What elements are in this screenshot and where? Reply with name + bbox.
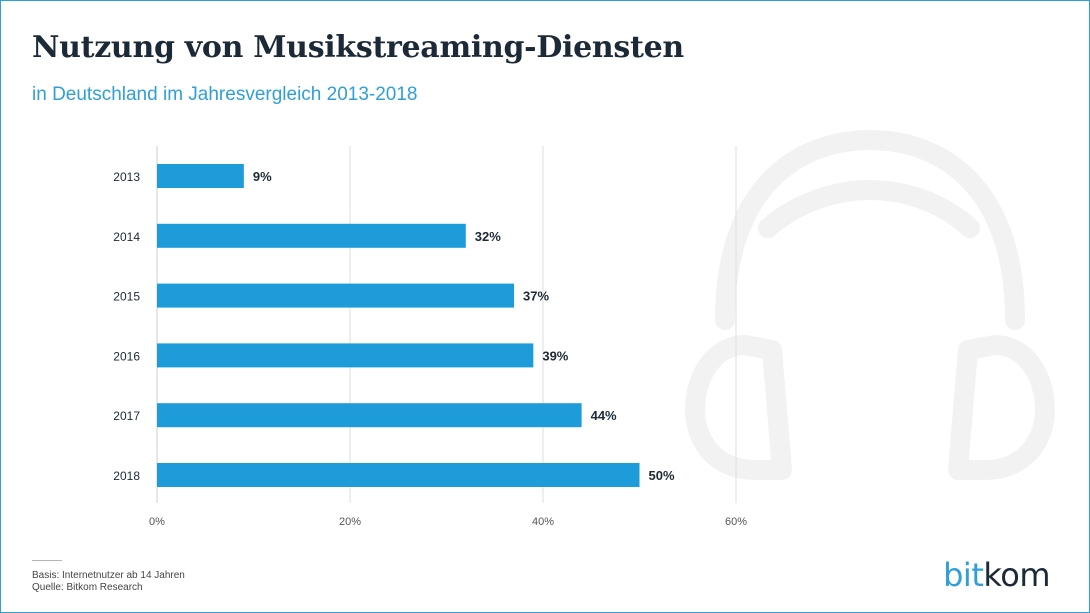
x-tick-label: 60% xyxy=(725,516,747,528)
value-label: 9% xyxy=(253,169,272,184)
bar xyxy=(157,223,466,248)
x-tick-label: 40% xyxy=(532,516,554,528)
bar xyxy=(157,343,534,368)
value-label: 50% xyxy=(649,468,675,483)
x-tick-label: 20% xyxy=(339,516,361,528)
bar xyxy=(157,403,582,428)
category-label: 2014 xyxy=(113,230,140,244)
logo-part-1: bit xyxy=(943,556,984,594)
bitkom-logo: bitkom xyxy=(943,556,1050,594)
bar xyxy=(157,164,244,188)
value-label: 44% xyxy=(591,408,617,423)
chart-title: Nutzung von Musikstreaming-Diensten xyxy=(32,30,684,65)
category-label: 2017 xyxy=(113,409,140,423)
chart-subtitle: in Deutschland im Jahresvergleich 2013-2… xyxy=(32,84,418,105)
category-label: 2016 xyxy=(113,349,140,363)
footer-source: Quelle: Bitkom Research xyxy=(32,582,143,593)
category-label: 2013 xyxy=(113,170,140,184)
category-label: 2015 xyxy=(113,290,140,304)
footer-divider xyxy=(32,560,62,561)
logo-part-2: kom xyxy=(983,556,1050,594)
value-label: 32% xyxy=(475,229,501,244)
footer-basis: Basis: Internetnutzer ab 14 Jahren xyxy=(32,570,185,581)
category-label: 2018 xyxy=(113,469,140,483)
x-tick-label: 0% xyxy=(149,516,165,528)
headphones-icon xyxy=(685,130,1055,480)
bar xyxy=(157,283,515,308)
value-label: 37% xyxy=(523,289,549,304)
value-label: 39% xyxy=(542,348,568,363)
bar xyxy=(157,463,640,487)
